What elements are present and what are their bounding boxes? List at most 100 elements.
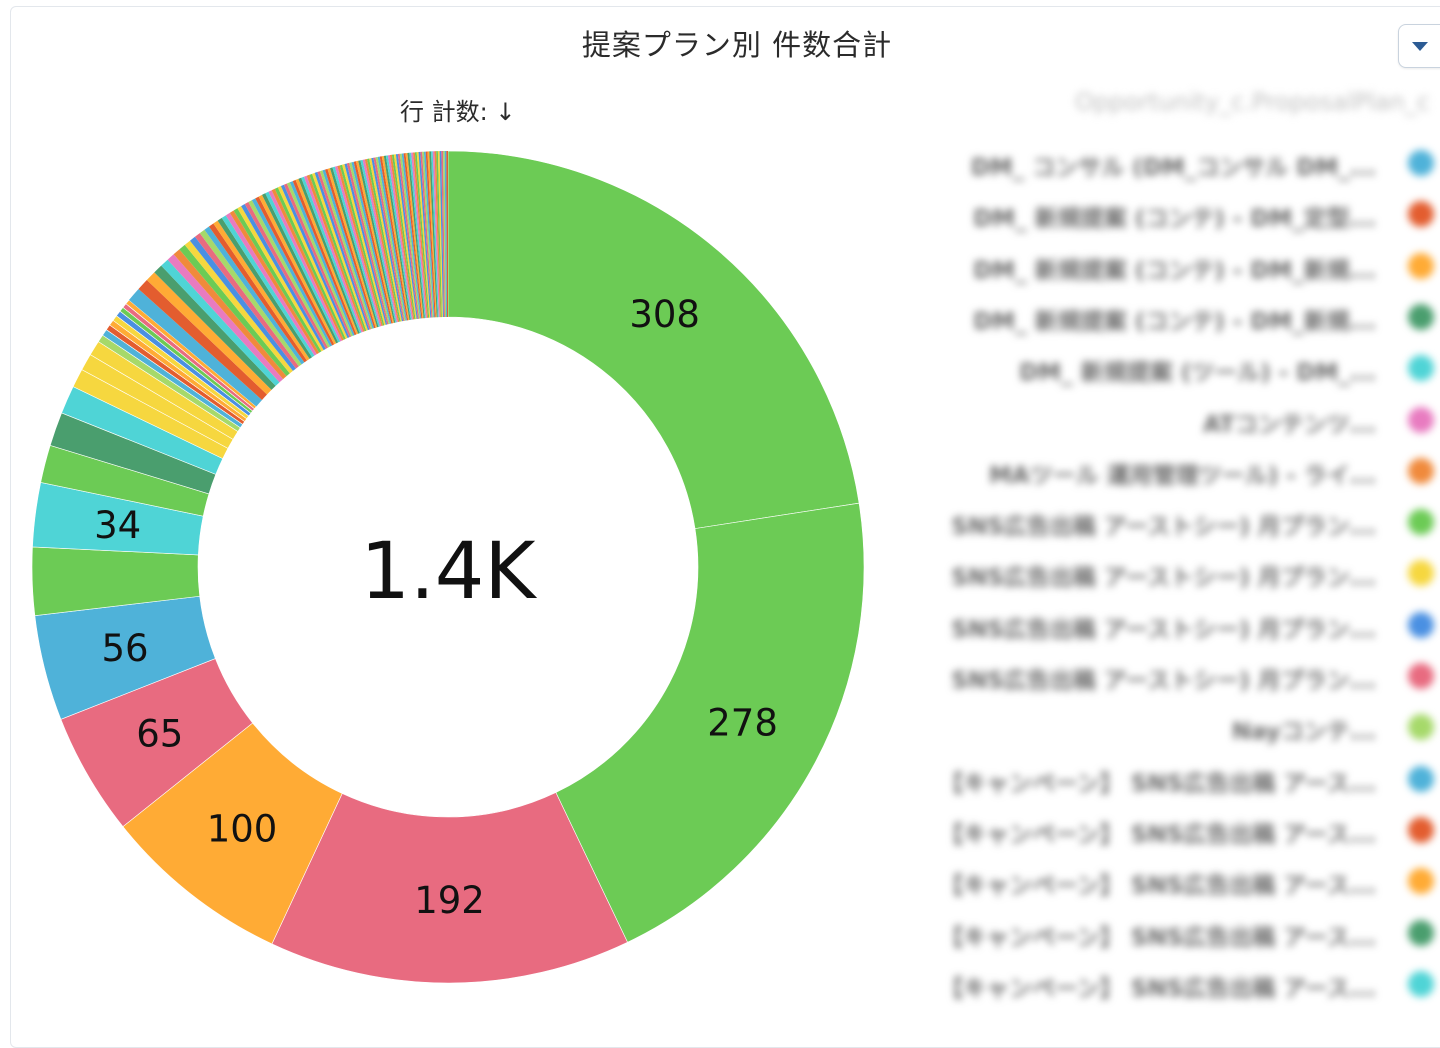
donut-slice-90[interactable] — [367, 158, 401, 322]
donut-slice-126[interactable] — [436, 151, 442, 318]
donut-slice-0[interactable] — [447, 150, 860, 529]
donut-slice-48[interactable] — [255, 196, 335, 346]
donut-slice-71[interactable] — [322, 169, 375, 329]
legend-item[interactable]: 【キャンペーン】 SNS広告出稿 アース... — [880, 860, 1440, 900]
donut-slice-77[interactable] — [337, 165, 383, 327]
donut-slice-114[interactable] — [414, 152, 430, 318]
donut-slice-83[interactable] — [351, 161, 392, 324]
donut-slice-101[interactable] — [389, 154, 415, 320]
donut-slice-75[interactable] — [332, 166, 381, 327]
donut-slice-55[interactable] — [277, 186, 348, 339]
donut-slice-82[interactable] — [349, 162, 390, 325]
legend-item[interactable]: SNS広告出稿 アーストシー) 月プラン... — [880, 552, 1440, 592]
donut-slice-32[interactable] — [189, 236, 296, 371]
donut-slice-107[interactable] — [401, 153, 422, 319]
donut-slice-31[interactable] — [184, 240, 293, 374]
donut-slice-64[interactable] — [303, 175, 364, 333]
donut-slice-24[interactable] — [138, 280, 268, 400]
donut-slice-85[interactable] — [355, 160, 395, 324]
donut-slice-86[interactable] — [358, 160, 396, 323]
sort-label[interactable]: 行 計数: ↓ — [400, 98, 516, 126]
donut-slice-2[interactable] — [271, 792, 628, 984]
legend-item[interactable]: DM_ 新規提案 (コンテ) - DM_新規... — [880, 296, 1440, 336]
donut-slice-104[interactable] — [395, 154, 418, 319]
donut-slice-33[interactable] — [194, 233, 299, 369]
donut-slice-42[interactable] — [233, 208, 322, 353]
donut-slice-1[interactable] — [555, 502, 865, 943]
donut-slice-131[interactable] — [444, 151, 448, 318]
legend-item[interactable]: SNS広告出稿 アーストシー) 月プラン... — [880, 655, 1440, 695]
donut-slice-74[interactable] — [330, 167, 379, 328]
donut-slice-125[interactable] — [434, 151, 441, 318]
donut-slice-122[interactable] — [429, 151, 438, 318]
donut-slice-81[interactable] — [346, 162, 389, 325]
donut-slice-100[interactable] — [387, 155, 414, 320]
donut-slice-56[interactable] — [280, 184, 350, 339]
donut-slice-97[interactable] — [381, 155, 410, 321]
donut-slice-109[interactable] — [405, 152, 424, 319]
legend-item[interactable]: DM_ 新規提案 (ツール) - DM_... — [880, 347, 1440, 387]
donut-slice-121[interactable] — [427, 151, 437, 318]
donut-slice-103[interactable] — [393, 154, 417, 320]
donut-slice-117[interactable] — [420, 151, 433, 318]
donut-slice-115[interactable] — [416, 152, 431, 318]
donut-slice-63[interactable] — [301, 176, 362, 334]
donut-slice-52[interactable] — [268, 190, 343, 342]
donut-slice-45[interactable] — [244, 202, 328, 349]
donut-slice-65[interactable] — [306, 174, 365, 332]
donut-slice-60[interactable] — [292, 179, 357, 336]
donut-slice-73[interactable] — [327, 168, 378, 328]
donut-slice-70[interactable] — [319, 170, 373, 330]
donut-slice-89[interactable] — [364, 158, 400, 323]
legend-item[interactable]: MAツール 運用管理ツール) - ライ... — [880, 450, 1440, 490]
donut-slice-66[interactable] — [309, 173, 367, 332]
donut-slice-47[interactable] — [251, 198, 333, 347]
donut-slice-34[interactable] — [199, 229, 302, 367]
legend-item[interactable]: ATコンテンツ... — [880, 399, 1440, 439]
donut-slice-106[interactable] — [399, 153, 421, 319]
legend-item[interactable]: 【キャンペーン】 SNS広告出稿 アース... — [880, 809, 1440, 849]
donut-slice-94[interactable] — [375, 156, 406, 321]
donut-slice-127[interactable] — [437, 151, 443, 318]
donut-slice-96[interactable] — [379, 156, 409, 321]
donut-slice-30[interactable] — [179, 244, 290, 377]
donut-slice-129[interactable] — [441, 151, 445, 318]
donut-slice-88[interactable] — [362, 159, 399, 323]
donut-slice-38[interactable] — [217, 217, 313, 359]
donut-slice-119[interactable] — [423, 151, 435, 318]
donut-slice-132[interactable] — [446, 151, 448, 318]
donut-slice-69[interactable] — [317, 171, 372, 330]
legend-item[interactable]: 【キャンペーン】 SNS広告出稿 アース... — [880, 758, 1440, 798]
donut-slice-130[interactable] — [442, 151, 447, 318]
donut-slice-53[interactable] — [271, 188, 344, 341]
donut-slice-62[interactable] — [298, 177, 360, 334]
legend-item[interactable]: DM_ 新規提案 (コンテ) - DM_定型... — [880, 193, 1440, 233]
donut-slice-78[interactable] — [339, 164, 385, 326]
donut-slice-51[interactable] — [265, 191, 341, 343]
donut-slice-110[interactable] — [407, 152, 425, 319]
donut-slice-113[interactable] — [413, 152, 429, 318]
donut-slice-54[interactable] — [274, 187, 346, 340]
chart-menu-button[interactable] — [1398, 24, 1440, 68]
donut-slice-92[interactable] — [371, 157, 404, 322]
donut-slice-49[interactable] — [258, 194, 337, 345]
donut-slice-35[interactable] — [204, 226, 305, 365]
donut-slice-27[interactable] — [161, 259, 280, 386]
donut-slice-58[interactable] — [286, 182, 353, 337]
donut-slice-26[interactable] — [154, 265, 276, 390]
legend-item[interactable]: DM_ 新規提案 (コンテ) - DM_新規... — [880, 245, 1440, 285]
donut-slice-39[interactable] — [221, 215, 315, 358]
donut-slice-95[interactable] — [377, 156, 407, 321]
donut-slice-120[interactable] — [425, 151, 436, 318]
donut-slice-102[interactable] — [391, 154, 416, 320]
donut-slice-98[interactable] — [383, 155, 411, 320]
donut-slice-116[interactable] — [418, 151, 432, 318]
donut-slice-79[interactable] — [342, 164, 386, 326]
donut-slice-67[interactable] — [312, 172, 368, 331]
donut-slice-22[interactable] — [125, 299, 257, 410]
donut-slice-57[interactable] — [283, 183, 352, 338]
donut-slice-76[interactable] — [334, 165, 382, 327]
donut-slice-99[interactable] — [385, 155, 412, 320]
legend-item[interactable]: Nayコンテ... — [880, 706, 1440, 746]
donut-slice-93[interactable] — [373, 157, 405, 322]
